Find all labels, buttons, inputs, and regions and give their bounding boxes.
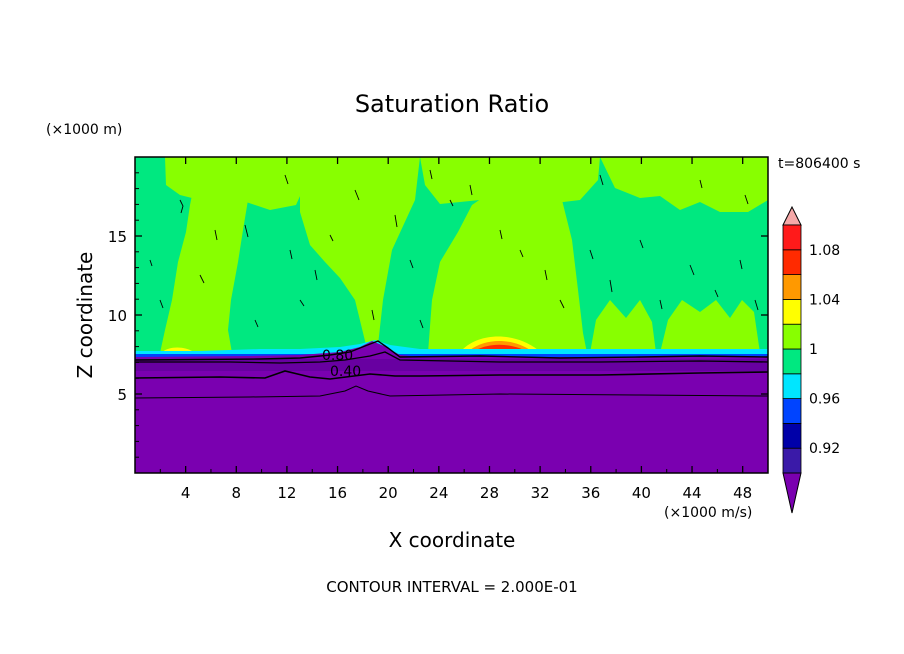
contour-line-0-80 <box>135 351 769 364</box>
x-tick-label: 28 <box>480 484 499 502</box>
x-tick-label: 40 <box>632 484 651 502</box>
colorbar-segment <box>782 398 802 424</box>
colorbar-segment <box>782 373 802 399</box>
lime-region-center-left <box>300 157 420 345</box>
colorbar-segment <box>782 224 802 251</box>
x-tick-label: 48 <box>733 484 752 502</box>
contour-lines <box>134 169 769 399</box>
contour-speckles <box>149 169 759 329</box>
colorbar-segment <box>782 348 802 375</box>
lime-region-right <box>600 157 768 212</box>
supersaturated-red-center <box>476 344 524 350</box>
colorbar-segment <box>782 274 802 300</box>
x-tick-label: 24 <box>429 484 448 502</box>
x-tick-label: 44 <box>682 484 701 502</box>
lime-region-lower-midright <box>590 300 656 353</box>
x-axis-label: X coordinate <box>389 528 516 552</box>
colorbar: 0.92 0.96 1 1.04 1.08 <box>782 205 840 514</box>
x-tick-label: 32 <box>531 484 550 502</box>
y-unit-label: (×1000 m) <box>46 122 122 138</box>
lime-region-upper-left <box>165 157 305 210</box>
colorbar-extend-min <box>782 472 802 514</box>
chart-title: Saturation Ratio <box>355 90 549 118</box>
x-unit-label: (×1000 m/s) <box>664 505 752 521</box>
x-tick-label: 8 <box>232 484 242 502</box>
colorbar-segment <box>782 447 802 474</box>
dry-lower-layer <box>135 341 768 473</box>
contour-line-lower <box>134 385 769 399</box>
colorbar-tick-label: 0.92 <box>809 441 840 457</box>
lime-region-left <box>160 160 248 353</box>
x-axis: 4 8 12 16 20 24 28 32 36 40 44 48 <box>159 157 752 502</box>
y-axis: 5 10 15 <box>108 172 768 458</box>
x-tick-label: 4 <box>181 484 191 502</box>
contour-label-0-40: 0.40 <box>330 364 361 380</box>
plot-area: 0.80 0.40 <box>134 156 769 474</box>
colorbar-segment <box>782 323 802 350</box>
y-axis-label: Z coordinate <box>73 252 97 379</box>
y-tick-label: 15 <box>108 228 127 246</box>
x-tick-label: 16 <box>328 484 347 502</box>
colorbar-segment <box>782 422 802 449</box>
transition-band <box>135 340 768 354</box>
colorbar-segment <box>782 298 802 325</box>
colorbar-tick-label: 0.96 <box>809 392 840 408</box>
y-tick-label: 5 <box>117 386 127 404</box>
x-tick-label: 12 <box>277 484 296 502</box>
lime-region-upper-center <box>420 157 600 204</box>
colorbar-extend-max <box>782 205 802 226</box>
x-tick-label: 36 <box>581 484 600 502</box>
colorbar-tick-label: 1.04 <box>809 292 840 308</box>
contour-label-0-80: 0.80 <box>322 348 353 364</box>
y-tick-label: 10 <box>108 307 127 325</box>
supersaturated-bump-left <box>162 347 194 352</box>
lime-region-lower-right <box>660 300 760 353</box>
contour-line-upper <box>134 340 769 361</box>
time-label: t=806400 s <box>778 156 860 172</box>
colorbar-tick-label: 1 <box>809 342 818 358</box>
colorbar-tick-label: 1.08 <box>809 243 840 259</box>
x-tick-label: 20 <box>379 484 398 502</box>
lime-region-center <box>428 182 587 353</box>
footer-contour-interval: CONTOUR INTERVAL = 2.000E-01 <box>326 578 577 596</box>
colorbar-segment <box>782 249 802 276</box>
contour-line-0-40 <box>134 370 769 380</box>
